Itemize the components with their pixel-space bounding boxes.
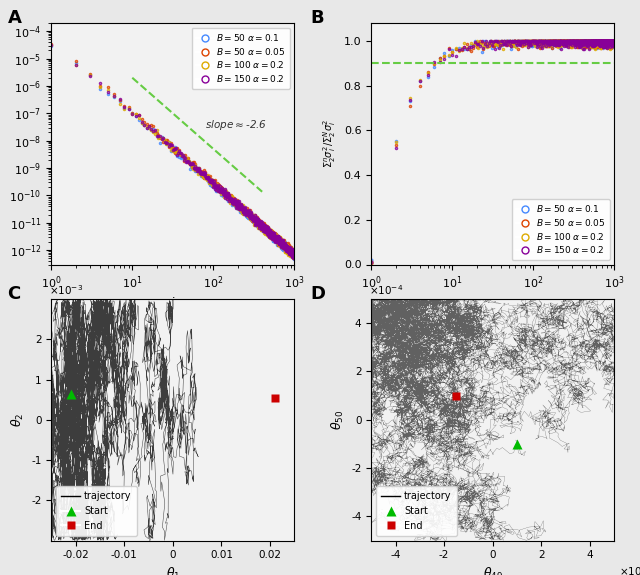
Y-axis label: $\Sigma_2^n\sigma^2_i/\Sigma_2^N\sigma^2_i$: $\Sigma_2^n\sigma^2_i/\Sigma_2^N\sigma^2… — [321, 119, 338, 168]
Text: B: B — [310, 9, 324, 26]
X-axis label: $\theta_{49}$: $\theta_{49}$ — [483, 566, 503, 575]
Text: $\times10^{-3}$: $\times10^{-3}$ — [49, 283, 83, 297]
Text: $\times10^{-4}$: $\times10^{-4}$ — [369, 283, 403, 297]
Y-axis label: $\theta_2$: $\theta_2$ — [10, 413, 26, 427]
X-axis label: $\theta_1$: $\theta_1$ — [166, 566, 180, 575]
Text: A: A — [8, 9, 21, 26]
Legend: trajectory, Start, End: trajectory, Start, End — [56, 486, 136, 536]
Y-axis label: $\theta_{50}$: $\theta_{50}$ — [330, 409, 346, 430]
Legend: $B = 50\;\alpha = 0.1$, $B = 50\;\alpha = 0.05$, $B = 100\;\alpha = 0.2$, $B = 1: $B = 50\;\alpha = 0.1$, $B = 50\;\alpha … — [511, 199, 610, 260]
X-axis label: $i$: $i$ — [170, 296, 175, 310]
Text: C: C — [8, 285, 20, 302]
X-axis label: $n$: $n$ — [488, 296, 497, 309]
Legend: $B = 50\;\alpha = 0.1$, $B = 50\;\alpha = 0.05$, $B = 100\;\alpha = 0.2$, $B = 1: $B = 50\;\alpha = 0.1$, $B = 50\;\alpha … — [191, 28, 290, 89]
Text: slope$\approx$-2.6: slope$\approx$-2.6 — [205, 118, 268, 132]
Text: D: D — [310, 285, 325, 302]
Text: $\times10^{-4}$: $\times10^{-4}$ — [620, 565, 640, 575]
Y-axis label: $\sigma^2_i$: $\sigma^2_i$ — [0, 136, 4, 151]
Legend: trajectory, Start, End: trajectory, Start, End — [376, 486, 456, 536]
